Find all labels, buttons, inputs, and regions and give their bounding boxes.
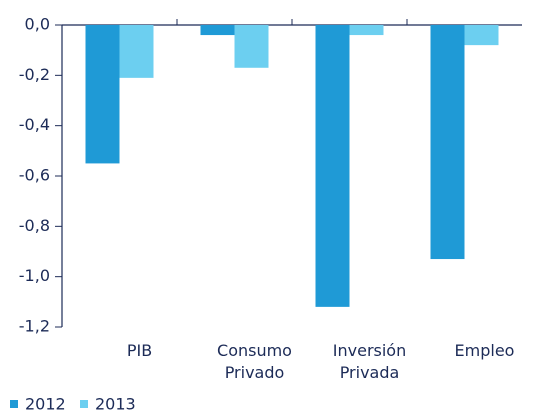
bar [85, 25, 120, 164]
bar [119, 25, 154, 78]
y-tick-label: -0,2 [19, 65, 50, 84]
y-tick-label: -1,2 [19, 317, 50, 336]
x-tick-label: Empleo [454, 341, 515, 360]
bar [315, 25, 350, 307]
x-tick-label: Consumo Privado [217, 341, 292, 382]
x-tick-label: Inversión Privada [332, 341, 407, 382]
bar [200, 25, 235, 36]
y-tick-label: -0,6 [19, 166, 50, 185]
bar [464, 25, 499, 46]
legend-swatch [80, 400, 88, 408]
bar [430, 25, 465, 260]
y-tick-label: -0,8 [19, 216, 50, 235]
bar [234, 25, 269, 68]
x-tick-label: PIB [126, 341, 153, 360]
legend-label: 2012 [25, 395, 66, 414]
y-tick-label: 0,0 [25, 15, 50, 34]
y-tick-label: -0,4 [19, 115, 50, 134]
legend-label: 2013 [95, 395, 136, 414]
bar [349, 25, 384, 36]
y-tick-label: -1,0 [19, 266, 50, 285]
legend-swatch [10, 400, 18, 408]
